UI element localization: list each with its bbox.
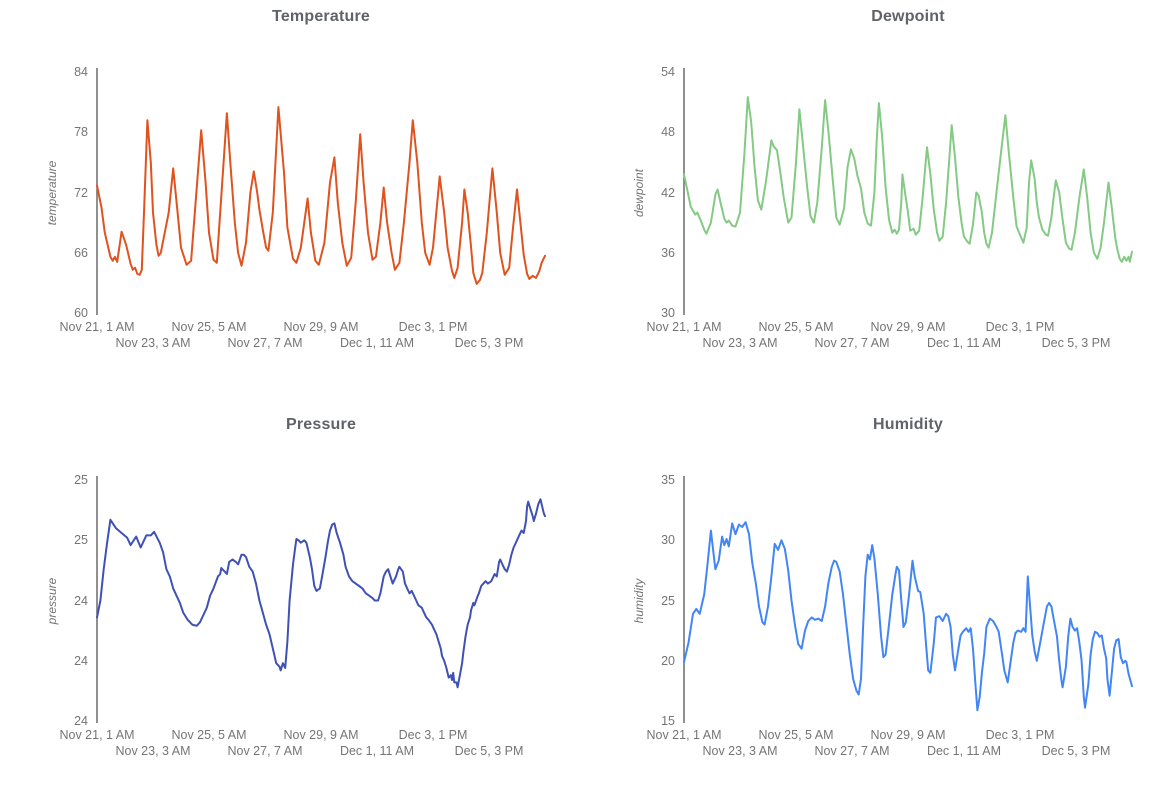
- temperature-x-tick-label: Nov 29, 9 AM: [283, 320, 359, 334]
- humidity-x-tick-label: Dec 1, 11 AM: [926, 744, 1002, 758]
- temperature-x-tick-label: Nov 27, 7 AM: [227, 336, 303, 350]
- dewpoint-series-line: [683, 96, 1133, 263]
- dewpoint-x-tick-label: Nov 29, 9 AM: [870, 320, 946, 334]
- humidity-series-line: [683, 521, 1133, 712]
- dewpoint-plot-area[interactable]: [587, 0, 1174, 376]
- pressure-y-tick-label: 25: [74, 473, 88, 487]
- humidity-x-tick-label: Nov 25, 5 AM: [758, 728, 834, 742]
- humidity-y-tick-label: 35: [661, 473, 675, 487]
- chart-pressure: Pressure pressure 24 24 24 25 25 Nov 21, 1 AM…: [0, 392, 587, 785]
- temperature-x-tick-label: Dec 5, 3 PM: [454, 336, 524, 350]
- dewpoint-y-tick-label: 48: [661, 125, 675, 140]
- dewpoint-x-tick-label: Dec 3, 1 PM: [985, 320, 1055, 334]
- humidity-x-tick-label: Dec 3, 1 PM: [985, 728, 1055, 742]
- temperature-y-tick-label: 84: [74, 65, 88, 79]
- chart-dewpoint: Dewpoint dewpoint 30 36 42 48 54 Nov 21, 1 AM…: [587, 0, 1175, 392]
- dewpoint-y-tick-label: 54: [661, 65, 675, 79]
- temperature-y-tick-label: 78: [74, 125, 88, 140]
- temperature-y-tick-label: 60: [74, 306, 88, 320]
- dewpoint-x-tick-label: Nov 21, 1 AM: [646, 320, 722, 334]
- humidity-y-tick-label: 15: [661, 714, 675, 728]
- pressure-x-tick-label: Nov 29, 9 AM: [283, 728, 359, 742]
- dewpoint-x-tick-label: Dec 1, 11 AM: [926, 336, 1002, 350]
- chart-title-humidity: Humidity: [872, 416, 944, 433]
- chart-title-dewpoint: Dewpoint: [871, 8, 945, 25]
- dewpoint-x-tick-label: Dec 5, 3 PM: [1041, 336, 1111, 350]
- chart-humidity: Humidity humidity 15 20 25 30 35 Nov 21, 1 AM…: [587, 392, 1175, 785]
- pressure-plot-area[interactable]: [0, 408, 587, 784]
- dewpoint-y-tick-label: 36: [661, 245, 675, 260]
- pressure-y-tick-label: 24: [74, 653, 88, 668]
- pressure-y-tick-label: 24: [74, 593, 88, 608]
- dewpoint-y-tick-label: 42: [661, 185, 675, 200]
- temperature-y-tick-label: 72: [74, 185, 88, 200]
- humidity-x-tick-label: Dec 5, 3 PM: [1041, 744, 1111, 758]
- temperature-series-line: [96, 106, 546, 285]
- pressure-x-tick-label: Dec 1, 11 AM: [339, 744, 415, 758]
- pressure-series-line: [96, 498, 546, 689]
- temperature-y-tick-label: 66: [74, 245, 88, 260]
- chart-title-temperature: Temperature: [272, 8, 370, 25]
- humidity-plot-area[interactable]: [587, 408, 1174, 784]
- pressure-y-tick-label: 24: [74, 714, 88, 728]
- pressure-x-tick-label: Dec 5, 3 PM: [454, 744, 524, 758]
- pressure-x-tick-label: Nov 27, 7 AM: [227, 744, 303, 758]
- humidity-x-tick-label: Nov 27, 7 AM: [814, 744, 890, 758]
- pressure-x-tick-label: Nov 25, 5 AM: [171, 728, 247, 742]
- temperature-x-tick-label: Dec 1, 11 AM: [339, 336, 415, 350]
- temperature-x-tick-label: Nov 23, 3 AM: [115, 336, 191, 350]
- dewpoint-x-tick-label: Nov 27, 7 AM: [814, 336, 890, 350]
- temperature-x-tick-label: Dec 3, 1 PM: [398, 320, 468, 334]
- dewpoint-x-tick-label: Nov 25, 5 AM: [758, 320, 834, 334]
- humidity-y-tick-label: 25: [661, 593, 675, 608]
- humidity-x-tick-label: Nov 29, 9 AM: [870, 728, 946, 742]
- chart-title-pressure: Pressure: [285, 416, 357, 433]
- pressure-y-tick-label: 25: [74, 533, 88, 548]
- temperature-x-tick-label: Nov 21, 1 AM: [59, 320, 135, 334]
- dewpoint-x-tick-label: Nov 23, 3 AM: [702, 336, 778, 350]
- temperature-plot-area[interactable]: [0, 0, 587, 376]
- temperature-x-tick-label: Nov 25, 5 AM: [171, 320, 247, 334]
- dewpoint-y-tick-label: 30: [661, 306, 675, 320]
- pressure-x-tick-label: Nov 23, 3 AM: [115, 744, 191, 758]
- chart-temperature: Temperature temperature 60 66 72 78 84 Nov 21…: [0, 0, 587, 392]
- humidity-x-tick-label: Nov 23, 3 AM: [702, 744, 778, 758]
- pressure-x-tick-label: Dec 3, 1 PM: [398, 728, 468, 742]
- humidity-y-tick-label: 20: [661, 653, 675, 668]
- humidity-x-tick-label: Nov 21, 1 AM: [646, 728, 722, 742]
- pressure-x-tick-label: Nov 21, 1 AM: [59, 728, 135, 742]
- humidity-y-tick-label: 30: [661, 533, 675, 548]
